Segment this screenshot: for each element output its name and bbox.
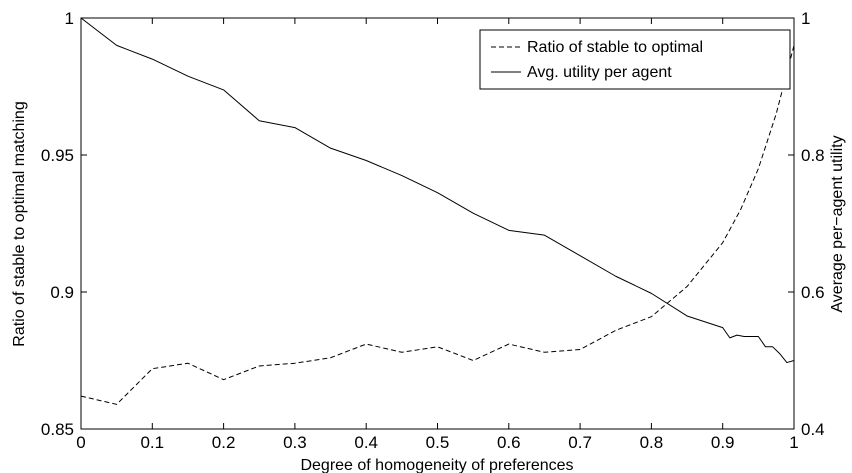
x-tick-label: 0.8 xyxy=(640,433,664,452)
x-tick-label: 0.2 xyxy=(212,433,236,452)
x-tick-label: 0.4 xyxy=(354,433,378,452)
y-axis-label-right: Average per−agent utility xyxy=(829,135,846,312)
y-tick-label-right: 1 xyxy=(801,9,810,28)
y-tick-label-right: 0.4 xyxy=(801,420,825,439)
ticks-layer: 0 0.1 0.2 0.3 0.4 0.5 0.6 0.7 0.8 0.9 1 0.85 0.9 0.95… xyxy=(41,9,825,452)
series-layer xyxy=(80,17,795,405)
legend: Ratio of stable to optimal Avg. utility … xyxy=(479,29,791,90)
y-tick-label-right: 0.8 xyxy=(801,146,825,165)
y-tick-label-left: 0.95 xyxy=(41,146,74,165)
legend-box xyxy=(479,29,791,90)
legend-label-utility: Avg. utility per agent xyxy=(527,64,672,81)
x-axis-label: Degree of homogeneity of preferences xyxy=(300,457,573,473)
x-tick-label: 0.9 xyxy=(711,433,735,452)
x-tick-label: 0 xyxy=(76,433,85,452)
x-tick-label: 0.6 xyxy=(497,433,521,452)
legend-label-ratio: Ratio of stable to optimal xyxy=(527,39,703,56)
y-tick-label-right: 0.6 xyxy=(801,283,825,302)
y-tick-label-left: 0.9 xyxy=(50,283,74,302)
y-tick-label-left: 1 xyxy=(65,9,74,28)
x-tick-label: 0.1 xyxy=(140,433,164,452)
x-tick-label: 1 xyxy=(789,433,798,452)
x-tick-label: 0.7 xyxy=(568,433,592,452)
y-axis-label-left: Ratio of stable to optimal matching xyxy=(11,101,28,346)
x-tick-label: 0.3 xyxy=(283,433,307,452)
x-tick-label: 0.5 xyxy=(426,433,450,452)
series-line-utility xyxy=(80,17,795,364)
y-tick-label-left: 0.85 xyxy=(41,420,74,439)
